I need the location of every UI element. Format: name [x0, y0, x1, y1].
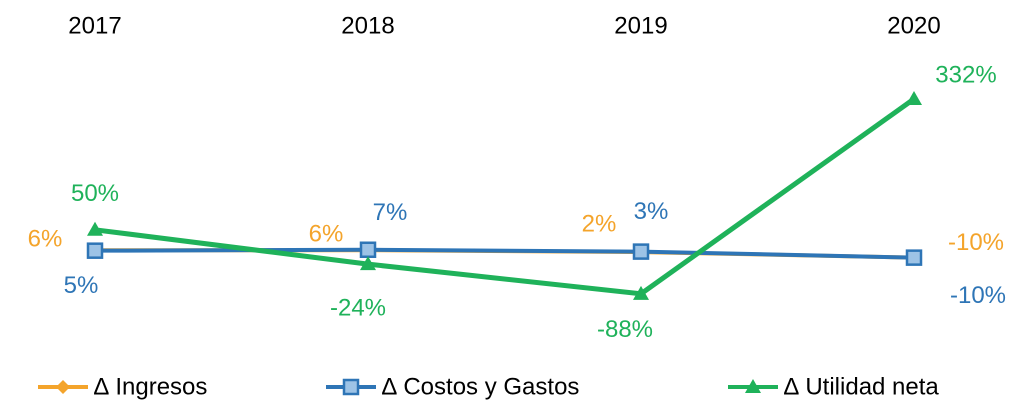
marker	[359, 241, 377, 259]
marker	[632, 243, 650, 260]
data-label: 7%	[373, 199, 408, 226]
marker	[87, 221, 103, 236]
marker	[906, 90, 922, 105]
series-line	[94, 96, 916, 297]
legend-label: ∆ Costos y Gastos	[382, 373, 579, 400]
marker	[633, 285, 649, 300]
x-tick-label: 2020	[887, 12, 940, 39]
data-label: 6%	[28, 226, 63, 253]
data-label: 6%	[309, 221, 344, 248]
legend-marker	[745, 379, 761, 393]
data-label: 3%	[634, 198, 669, 225]
legend-marker	[342, 378, 360, 396]
x-tick-label: 2018	[341, 12, 394, 39]
x-tick-label: 2019	[614, 12, 667, 39]
legend-marker	[56, 380, 70, 394]
data-label: -24%	[330, 294, 386, 321]
legend-label: ∆ Ingresos	[94, 373, 207, 400]
marker	[905, 249, 923, 266]
series-line	[94, 247, 915, 260]
data-label: 2%	[582, 210, 617, 237]
data-label: 50%	[71, 180, 119, 207]
marker	[360, 256, 376, 271]
data-label: -10%	[950, 282, 1006, 309]
data-label: 5%	[64, 272, 99, 299]
marker	[86, 242, 104, 259]
data-label: -10%	[948, 229, 1004, 256]
legend-label: ∆ Utilidad neta	[784, 373, 939, 400]
data-label: -88%	[597, 316, 653, 343]
data-label: 332%	[935, 61, 996, 88]
x-tick-label: 2017	[68, 12, 121, 39]
